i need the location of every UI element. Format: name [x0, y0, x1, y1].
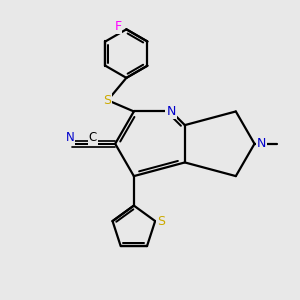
Text: C: C — [89, 131, 97, 144]
Text: N: N — [167, 105, 176, 118]
Text: N: N — [257, 137, 266, 150]
Text: S: S — [157, 214, 165, 228]
Text: N: N — [65, 131, 74, 144]
Text: S: S — [103, 94, 111, 107]
Text: F: F — [114, 20, 122, 33]
